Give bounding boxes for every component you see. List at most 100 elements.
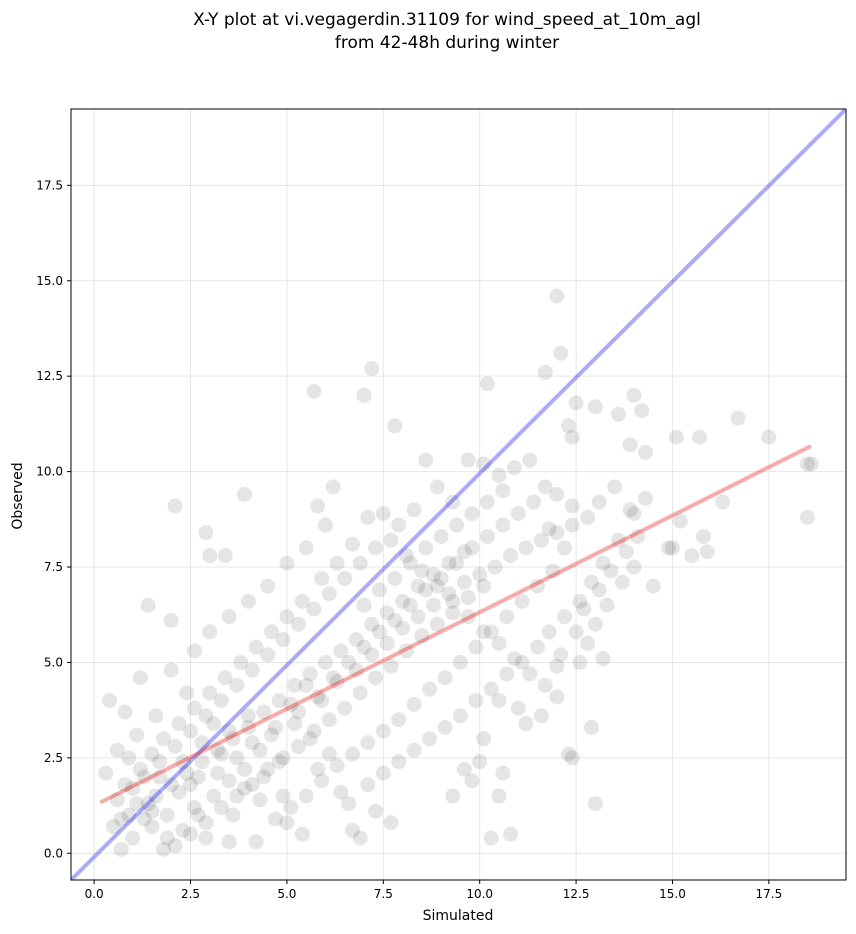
scatter-point [310, 761, 326, 777]
scatter-point [252, 742, 268, 758]
scatter-point [125, 830, 141, 846]
scatter-point [425, 567, 441, 583]
scatter-point [537, 677, 553, 693]
scatter-point [587, 399, 603, 415]
scatter-point [144, 746, 160, 762]
scatter-point [263, 624, 279, 640]
scatter-point [190, 769, 206, 785]
scatter-point [213, 746, 229, 762]
scatter-point [356, 597, 372, 613]
scatter-point [479, 528, 495, 544]
scatter-point [237, 780, 253, 796]
y-axis-label: Observed [10, 462, 26, 529]
scatter-point [530, 578, 546, 594]
scatter-point [572, 593, 588, 609]
scatter-point [514, 593, 530, 609]
scatter-point [136, 811, 152, 827]
scatter-point [260, 761, 276, 777]
scatter-point [460, 452, 476, 468]
scatter-point [260, 578, 276, 594]
scatter-point [533, 708, 549, 724]
scatter-point [159, 807, 175, 823]
scatter-point [406, 696, 422, 712]
scatter-point [244, 662, 260, 678]
scatter-point [352, 685, 368, 701]
scatter-point [630, 528, 646, 544]
scatter-point [607, 479, 623, 495]
scatter-point [445, 494, 461, 510]
reference-lines [71, 109, 846, 880]
scatter-point [603, 563, 619, 579]
scatter-point [244, 777, 260, 793]
scatter-point [321, 746, 337, 762]
scatter-point [256, 769, 272, 785]
scatter-point [186, 643, 202, 659]
scatter-point [803, 456, 819, 472]
scatter-point [294, 826, 310, 842]
scatter-point [233, 654, 249, 670]
scatter-point [506, 651, 522, 667]
x-tick-label: 0.0 [85, 887, 104, 901]
x-axis-ticks: 0.0 2.5 5.0 7.5 10.0 12.5 15.0 17.5 [85, 880, 782, 901]
scatter-point [541, 624, 557, 640]
scatter-point [283, 696, 299, 712]
scatter-point [171, 784, 187, 800]
scatter-point [503, 548, 519, 564]
scatter-point [348, 632, 364, 648]
scatter-point [329, 674, 345, 690]
plot-area [71, 109, 846, 880]
scatter-point [626, 506, 642, 522]
scatter-point [483, 624, 499, 640]
scatter-point [387, 612, 403, 628]
scatter-point [499, 609, 515, 625]
scatter-point [495, 483, 511, 499]
scatter-point [576, 601, 592, 617]
scatter-point [383, 532, 399, 548]
scatter-point [364, 647, 380, 663]
scatter-point [564, 750, 580, 766]
scatter-point [279, 555, 295, 571]
scatter-point [560, 746, 576, 762]
scatter-point [360, 509, 376, 525]
scatter-point [626, 387, 642, 403]
plot-frame [70, 108, 847, 881]
y-tick-label: 0.0 [44, 846, 63, 860]
scatter-point [267, 719, 283, 735]
scatter-point [375, 765, 391, 781]
scatter-point [437, 719, 453, 735]
scatter-point [761, 429, 777, 445]
x-tick-label: 7.5 [374, 887, 393, 901]
chart-title-line-2: from 42-48h during winter [335, 33, 559, 53]
scatter-point [360, 735, 376, 751]
scatter-point [383, 815, 399, 831]
scatter-point [310, 689, 326, 705]
scatter-point [325, 479, 341, 495]
scatter-point [298, 677, 314, 693]
scatter-point [263, 727, 279, 743]
scatter-point [229, 750, 245, 766]
scatter-point [283, 799, 299, 815]
scatter-point [464, 506, 480, 522]
scatter-point [167, 738, 183, 754]
scatter-point [240, 708, 256, 724]
scatter-point [186, 700, 202, 716]
scatter-point [321, 712, 337, 728]
scatter-point [391, 754, 407, 770]
scatter-point [109, 792, 125, 808]
scatter-point [491, 467, 507, 483]
scatter-point [225, 731, 241, 747]
scatter-point [179, 765, 195, 781]
scatter-point [472, 754, 488, 770]
scatter-point [125, 780, 141, 796]
scatter-point [163, 662, 179, 678]
scatter-point [618, 544, 634, 560]
scatter-point [441, 555, 457, 571]
scatter-point [163, 612, 179, 628]
scatter-point [422, 731, 438, 747]
scatter-point [553, 647, 569, 663]
scatter-point [495, 517, 511, 533]
scatter-point [163, 777, 179, 793]
scatter-point [113, 811, 129, 827]
scatter-point [237, 487, 253, 502]
